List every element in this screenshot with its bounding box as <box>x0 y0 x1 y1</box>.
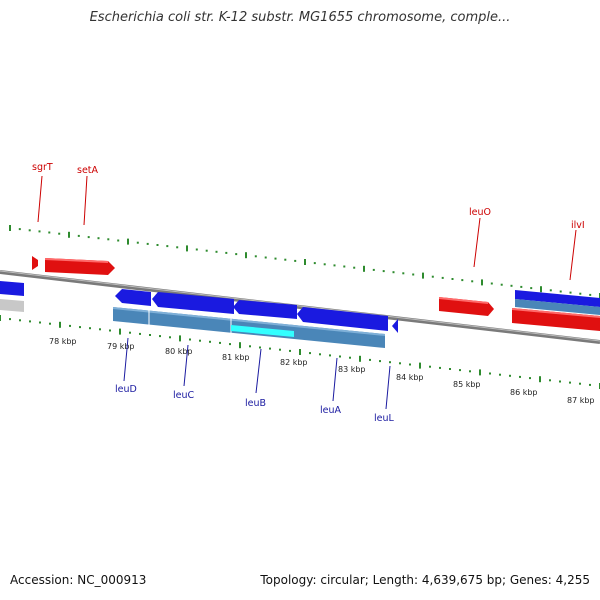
bottom-gene-labels: leuD leuC leuB leuA leuL <box>115 337 395 424</box>
gene-label-leuL[interactable]: leuL <box>374 413 395 424</box>
gene-arrow-ilvI[interactable] <box>512 308 600 331</box>
scale-label: 83 kbp <box>338 365 366 374</box>
left-edge-features <box>0 281 24 312</box>
gene-arrow-leuD[interactable] <box>115 289 151 306</box>
gene-block-ilvI-reverse[interactable] <box>515 290 600 315</box>
gene-arrow-sgrT[interactable] <box>32 256 38 270</box>
scale-label: 81 kbp <box>222 353 250 362</box>
gene-arrow-leuL[interactable] <box>392 319 398 333</box>
scale-label: 78 kbp <box>49 337 77 346</box>
top-gene-labels: sgrT setA leuO ilvI <box>32 162 585 281</box>
gene-arrow-leuO[interactable] <box>439 297 494 316</box>
gene-label-setA[interactable]: setA <box>77 165 99 176</box>
scale-label: 80 kbp <box>165 347 193 356</box>
gene-label-leuB[interactable]: leuB <box>245 398 266 409</box>
gene-label-leuD[interactable]: leuD <box>115 384 137 395</box>
scale-label: 79 kbp <box>107 342 135 351</box>
accession-text: Accession: NC_000913 <box>10 573 147 587</box>
gene-label-ilvI[interactable]: ilvI <box>571 220 585 231</box>
gene-arrow-leuC[interactable] <box>152 292 234 314</box>
scale-label: 86 kbp <box>510 388 538 397</box>
scale-label: 84 kbp <box>396 373 424 382</box>
scale-label: 85 kbp <box>453 380 481 389</box>
top-tick-track <box>9 225 600 299</box>
scale-label: 87 kbp <box>567 396 595 405</box>
chromosome-backbone <box>0 270 600 344</box>
map-title: Escherichia coli str. K-12 substr. MG165… <box>89 10 511 25</box>
gene-label-sgrT[interactable]: sgrT <box>32 162 53 173</box>
gene-label-leuO[interactable]: leuO <box>469 207 491 218</box>
bottom-tick-track <box>0 315 600 389</box>
gene-arrow-leuB[interactable] <box>233 300 297 319</box>
gene-label-leuA[interactable]: leuA <box>320 405 342 416</box>
scale-label: 82 kbp <box>280 358 308 367</box>
gene-arrow-setA[interactable] <box>45 258 115 275</box>
cds-bar <box>113 307 385 348</box>
gene-label-leuC[interactable]: leuC <box>173 390 195 401</box>
topology-summary: Topology: circular; Length: 4,639,675 bp… <box>260 573 590 587</box>
gene-arrow-leuA[interactable] <box>297 307 388 331</box>
scale-labels: 78 kbp 79 kbp 80 kbp 81 kbp 82 kbp 83 kb… <box>49 337 595 405</box>
